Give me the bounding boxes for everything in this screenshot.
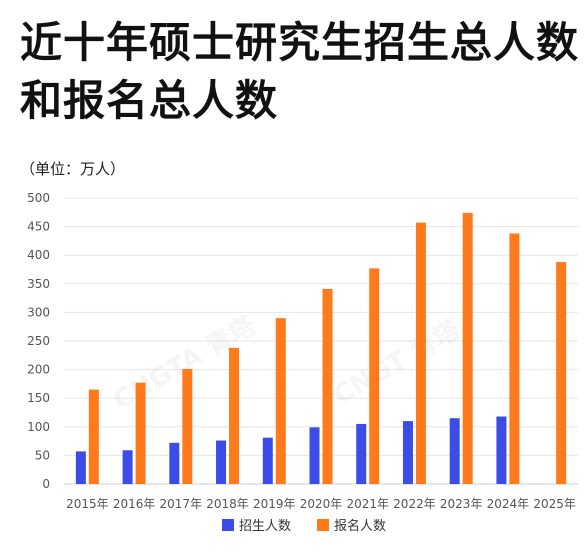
x-tick-label: 2025年: [533, 497, 576, 511]
x-tick-label: 2020年: [300, 497, 343, 511]
bar-applicants: [229, 347, 240, 484]
x-tick-label: 2021年: [346, 497, 389, 511]
y-tick-label: 200: [27, 363, 50, 377]
bar-enrollment: [122, 450, 133, 484]
x-tick-label: 2022年: [393, 497, 436, 511]
y-tick-label: 100: [27, 420, 50, 434]
x-tick-label: 2023年: [440, 497, 483, 511]
bar-applicants: [556, 262, 567, 484]
y-tick-label: 350: [27, 277, 50, 291]
bar-enrollment: [449, 418, 460, 484]
bar-applicants: [462, 212, 473, 484]
y-tick-label: 500: [27, 191, 50, 205]
bar-applicants: [275, 318, 286, 484]
y-tick-label: 50: [35, 448, 50, 462]
bar-enrollment: [169, 442, 180, 484]
legend-swatch: [222, 519, 234, 531]
y-tick-label: 300: [27, 305, 50, 319]
bar-applicants: [369, 268, 380, 484]
bar-enrollment: [402, 421, 413, 484]
bar-applicants: [509, 233, 520, 484]
bar-applicants: [135, 382, 146, 484]
bar-enrollment: [262, 437, 273, 484]
y-tick-label: 150: [27, 391, 50, 405]
y-tick-label: 0: [42, 477, 50, 491]
x-tick-label: 2024年: [487, 497, 530, 511]
legend-label: 招生人数: [239, 519, 291, 534]
unit-label: （单位：万人）: [20, 160, 126, 178]
bar-applicants: [322, 288, 333, 484]
legend-label: 报名人数: [334, 518, 386, 534]
bar-applicants: [415, 222, 426, 484]
y-tick-label: 250: [27, 334, 50, 348]
x-tick-label: 2017年: [160, 497, 203, 511]
bar-enrollment: [216, 440, 227, 484]
x-tick-label: 2016年: [113, 497, 156, 511]
bar-enrollment: [496, 416, 507, 484]
legend-swatch: [317, 519, 329, 531]
y-tick-label: 450: [27, 220, 50, 234]
x-tick-label: 2019年: [253, 497, 296, 511]
watermark: CNGT 青塔: [329, 314, 467, 411]
bar-enrollment: [356, 423, 367, 484]
bar-applicants: [88, 389, 99, 484]
x-tick-label: 2018年: [206, 497, 249, 511]
x-tick-label: 2015年: [66, 497, 109, 511]
y-tick-label: 400: [27, 248, 50, 262]
bar-enrollment: [75, 451, 86, 484]
bar-enrollment: [309, 427, 320, 484]
chart-title: 近十年硕士研究生招生总人数和报名总人数: [20, 18, 580, 125]
bar-applicants: [182, 369, 193, 484]
